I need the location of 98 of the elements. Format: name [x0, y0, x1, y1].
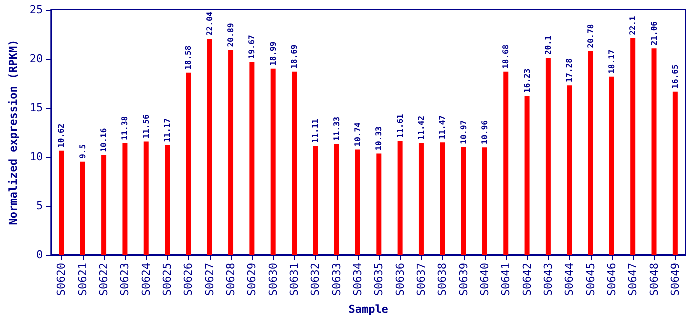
y-tick-label: 15 [30, 101, 44, 114]
x-tick-label: S0623 [118, 262, 132, 296]
bar [672, 92, 678, 255]
data-label: 16.65 [670, 64, 680, 89]
bar [144, 142, 149, 255]
x-tick-label: S0632 [309, 262, 322, 296]
bar [524, 96, 530, 255]
bar [546, 58, 551, 255]
bar [440, 142, 446, 255]
y-axis-title: Normalized expression (RPKM) [7, 40, 20, 226]
data-label: 19.67 [248, 34, 257, 60]
bar [228, 50, 234, 255]
data-label: 11.11 [311, 118, 320, 144]
bar [398, 141, 403, 255]
data-label: 11.38 [120, 116, 130, 140]
bar [186, 72, 192, 255]
x-tick-label: S0641 [500, 262, 513, 296]
bar [652, 48, 657, 255]
data-label: 18.69 [290, 44, 300, 69]
x-tick-label: S0626 [182, 262, 196, 296]
data-label: 17.28 [565, 58, 574, 83]
data-label: 11.56 [142, 114, 151, 139]
bar [292, 72, 298, 255]
bar [630, 38, 636, 255]
y-tick-label: 5 [36, 199, 44, 212]
data-label: 11.42 [416, 116, 426, 140]
bar [122, 143, 128, 255]
x-tick-label: S0642 [520, 262, 534, 296]
x-tick-label: S0620 [55, 262, 68, 296]
bar [165, 146, 170, 255]
x-tick-label: S0638 [436, 262, 450, 296]
x-tick-label: S0636 [394, 262, 407, 296]
x-tick-label: S0635 [372, 262, 386, 296]
data-label: 11.33 [332, 116, 342, 141]
data-label: 16.23 [522, 68, 532, 93]
y-tick-label: 0 [36, 248, 44, 262]
bar [102, 155, 107, 255]
x-tick-label: S0637 [414, 262, 428, 296]
x-tick-label: S0639 [457, 262, 470, 296]
data-label: 10.16 [100, 128, 109, 152]
x-tick-label: S0625 [161, 262, 174, 296]
x-tick-label: S0648 [648, 262, 661, 296]
data-label: 18.68 [502, 44, 511, 69]
x-tick-label: S0630 [266, 262, 280, 296]
bar [80, 162, 86, 255]
data-label: 10.96 [480, 120, 490, 145]
data-label: 20.89 [226, 23, 236, 48]
bar [270, 68, 276, 255]
data-label: 9.5 [78, 144, 88, 159]
bar [59, 150, 64, 255]
bar [567, 86, 572, 255]
y-tick-label: 20 [30, 52, 44, 66]
data-label: 22.1 [628, 16, 638, 36]
x-tick-label: S0649 [668, 262, 682, 296]
data-label: 11.47 [438, 115, 448, 140]
data-label: 10.97 [459, 120, 468, 144]
x-tick-label: S0622 [98, 262, 111, 296]
x-tick-label: S0640 [478, 262, 492, 296]
data-label: 10.74 [353, 122, 362, 147]
x-tick-label: S0645 [584, 262, 598, 296]
data-label: 10.33 [374, 126, 384, 151]
data-label: 18.99 [268, 42, 278, 66]
data-label: 10.62 [57, 124, 66, 148]
bar [482, 148, 488, 255]
x-tick-label: S0644 [563, 262, 576, 296]
y-tick-label: 25 [30, 4, 44, 16]
data-label: 22.04 [205, 12, 214, 36]
data-label: 20.1 [544, 36, 553, 56]
bar [504, 72, 509, 255]
x-tick-label: S0621 [76, 262, 90, 296]
bar [376, 154, 382, 255]
bar [313, 146, 318, 255]
bar [609, 76, 614, 255]
x-tick-label: S0646 [605, 262, 618, 296]
x-tick-label: S0628 [224, 262, 238, 296]
bar [250, 62, 255, 255]
data-label: 11.17 [163, 118, 172, 143]
data-label: 20.78 [586, 24, 596, 48]
x-tick-label: S0647 [626, 262, 640, 296]
bar [207, 39, 212, 255]
data-label: 18.17 [607, 50, 616, 74]
x-axis-title: Sample [348, 303, 389, 316]
bar [461, 147, 466, 255]
bar [355, 150, 360, 255]
data-label: 18.58 [184, 46, 194, 70]
x-tick-label: S0629 [246, 262, 259, 296]
data-label: 11.61 [396, 114, 405, 138]
x-tick-label: S0624 [140, 262, 153, 296]
bar [334, 144, 340, 255]
y-tick-label: 10 [30, 150, 44, 164]
x-tick-label: S0643 [542, 262, 555, 296]
x-tick-label: S0634 [351, 262, 364, 296]
bar [418, 143, 424, 255]
x-tick-label: S0633 [330, 262, 344, 296]
bar [588, 51, 594, 255]
x-tick-label: S0627 [203, 262, 216, 296]
x-tick-label: S0631 [288, 262, 302, 296]
data-label: 21.06 [650, 21, 659, 46]
